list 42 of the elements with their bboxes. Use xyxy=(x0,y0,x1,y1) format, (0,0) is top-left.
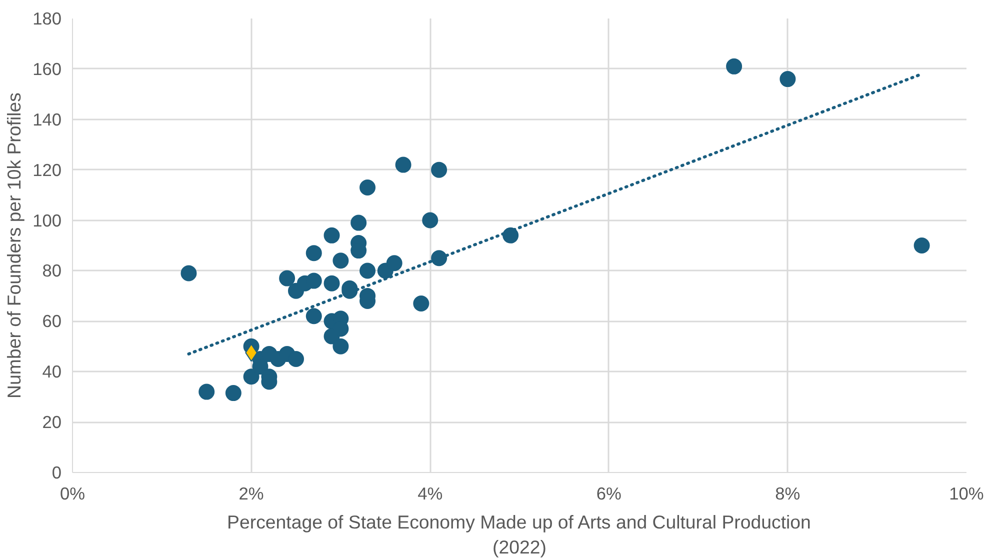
point xyxy=(306,245,322,262)
x-tick-label: 8% xyxy=(775,484,800,504)
point xyxy=(914,238,930,254)
x-tick-label: 0% xyxy=(60,484,86,504)
y-tick-label: 80 xyxy=(42,260,62,281)
y-tick-label: 60 xyxy=(42,311,62,332)
point xyxy=(225,385,242,402)
x-axis-title: Percentage of State Economy Made up of Arts and Cultural Production (2022) xyxy=(227,512,811,558)
point xyxy=(780,71,796,88)
point xyxy=(360,262,376,279)
point xyxy=(332,252,349,269)
x-tick-label: 2% xyxy=(238,484,264,504)
y-tick-label: 20 xyxy=(42,412,62,432)
y-axis-title: Number of Founders per 10k Profiles xyxy=(4,92,25,398)
point xyxy=(180,265,197,282)
y-tick-label: 40 xyxy=(42,362,62,382)
point xyxy=(431,162,448,178)
point xyxy=(279,270,296,286)
point xyxy=(198,384,215,400)
point xyxy=(332,338,349,354)
point xyxy=(360,180,376,196)
y-tick-label: 100 xyxy=(32,210,62,230)
x-tick-label: 4% xyxy=(418,484,443,504)
y-tick-label: 120 xyxy=(32,160,62,180)
y-tick-label: 160 xyxy=(32,58,62,79)
x-tick-label: 10% xyxy=(949,484,984,504)
y-tick-label: 180 xyxy=(32,8,62,28)
point xyxy=(306,308,322,324)
point xyxy=(395,156,412,173)
point xyxy=(422,212,438,228)
point xyxy=(324,227,340,244)
point xyxy=(243,368,260,385)
y-tick-label: 0 xyxy=(52,462,62,482)
point xyxy=(726,58,742,74)
point xyxy=(306,272,322,289)
y-tick-label: 140 xyxy=(32,109,62,130)
point xyxy=(386,255,402,272)
point xyxy=(324,275,340,292)
x-tick-label: 6% xyxy=(596,484,622,504)
point xyxy=(413,296,430,312)
point xyxy=(288,351,304,367)
point xyxy=(350,214,367,231)
